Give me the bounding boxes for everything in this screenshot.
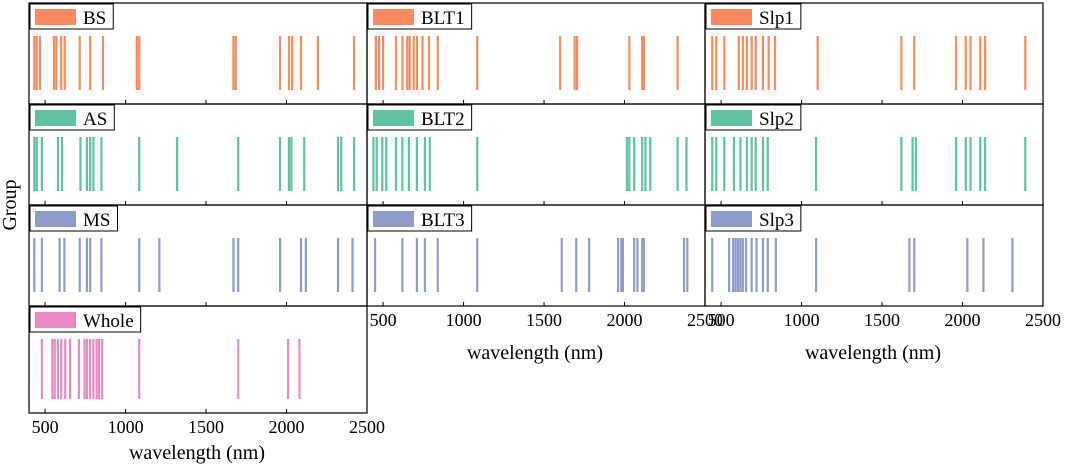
legend-label-blt2: BLT2 [421,109,465,130]
x-tick-label-whole-2000: 2000 [269,417,305,437]
y-axis-label: Group [0,179,21,230]
legend-label-as: AS [83,109,107,130]
x-tick-label-blt3-500: 500 [370,310,397,330]
legend-swatch-slp3 [711,211,752,227]
x-axis-label-col1: wavelength (nm) [129,442,265,464]
legend-bs: BS [29,3,114,30]
legend-swatch-slp1 [711,9,752,25]
legend-swatch-blt2 [373,110,414,126]
x-tick-label-blt3-2000: 2000 [607,310,643,330]
x-tick-label-whole-1000: 1000 [108,417,144,437]
x-tick-label-slp3-500: 500 [708,310,735,330]
legend-slp1: Slp1 [705,3,802,30]
legend-blt1: BLT1 [367,3,473,30]
legend-swatch-bs [35,9,76,25]
x-tick-label-slp3-1500: 1500 [864,310,900,330]
panel-whole: Whole 500 1000 1500 2000 2500 [28,305,385,437]
panel-blt1: BLT1 [366,2,706,105]
legend-blt3: BLT3 [367,205,473,232]
panel-ms: MS [28,204,368,307]
x-tick-label-whole-1500: 1500 [188,417,224,437]
x-tick-label-slp3-2500: 2500 [1025,310,1061,330]
legend-swatch-ms [35,211,76,227]
legend-swatch-whole [35,312,76,328]
legend-swatch-blt3 [373,211,414,227]
legend-swatch-slp2 [711,110,752,126]
panel-frame-slp3 [704,204,1044,307]
x-axis-label-col2: wavelength (nm) [467,342,603,364]
legend-whole: Whole [29,306,142,333]
legend-label-whole: Whole [83,311,134,332]
panel-frame-whole [28,305,368,414]
legend-blt2: BLT2 [367,104,473,131]
legend-label-slp1: Slp1 [759,8,794,29]
panel-slp3: Slp3 500 1000 1500 2000 2500 [704,204,1061,330]
x-tick-label-whole-2500: 2500 [349,417,385,437]
x-tick-label-blt3-1000: 1000 [446,310,482,330]
legend-label-bs: BS [83,8,106,29]
x-tick-label-blt3-1500: 1500 [526,310,562,330]
legend-swatch-blt1 [373,9,414,25]
legend-slp2: Slp2 [705,104,802,131]
legend-label-slp3: Slp3 [759,210,794,231]
legend-label-ms: MS [83,210,110,231]
legend-swatch-as [35,110,76,126]
legend-label-slp2: Slp2 [759,109,794,130]
legend-as: AS [29,104,115,131]
legend-slp3: Slp3 [705,205,802,232]
panel-slp1: Slp1 [704,2,1044,105]
panel-bs: BS [28,2,368,105]
legend-label-blt1: BLT1 [421,8,465,29]
panel-blt2: BLT2 [366,103,706,206]
x-tick-label-slp3-1000: 1000 [784,310,820,330]
x-axis-label-col3: wavelength (nm) [805,342,941,364]
legend-label-blt3: BLT3 [421,210,465,231]
panel-blt3: BLT3 500 1000 1500 2000 2500 [366,204,723,330]
legend-ms: MS [29,205,118,232]
x-tick-label-whole-500: 500 [32,417,59,437]
x-tick-label-blt3-2500: 2500 [687,310,723,330]
panel-as: AS [28,103,368,206]
x-tick-label-slp3-2000: 2000 [945,310,981,330]
panel-slp2: Slp2 [704,103,1044,206]
